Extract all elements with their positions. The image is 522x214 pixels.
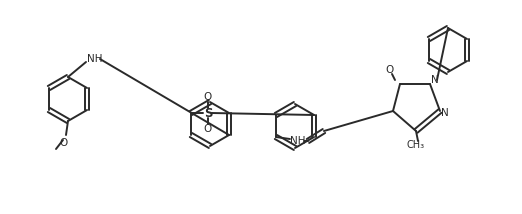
Text: S: S [204, 107, 212, 119]
Text: O: O [59, 138, 67, 148]
Text: NH: NH [87, 54, 103, 64]
Text: N: N [441, 108, 449, 118]
Text: O: O [386, 65, 394, 75]
Text: NH: NH [290, 136, 306, 146]
Text: O: O [204, 124, 212, 134]
Text: CH₃: CH₃ [407, 140, 425, 150]
Text: O: O [204, 92, 212, 102]
Text: N: N [431, 75, 439, 85]
